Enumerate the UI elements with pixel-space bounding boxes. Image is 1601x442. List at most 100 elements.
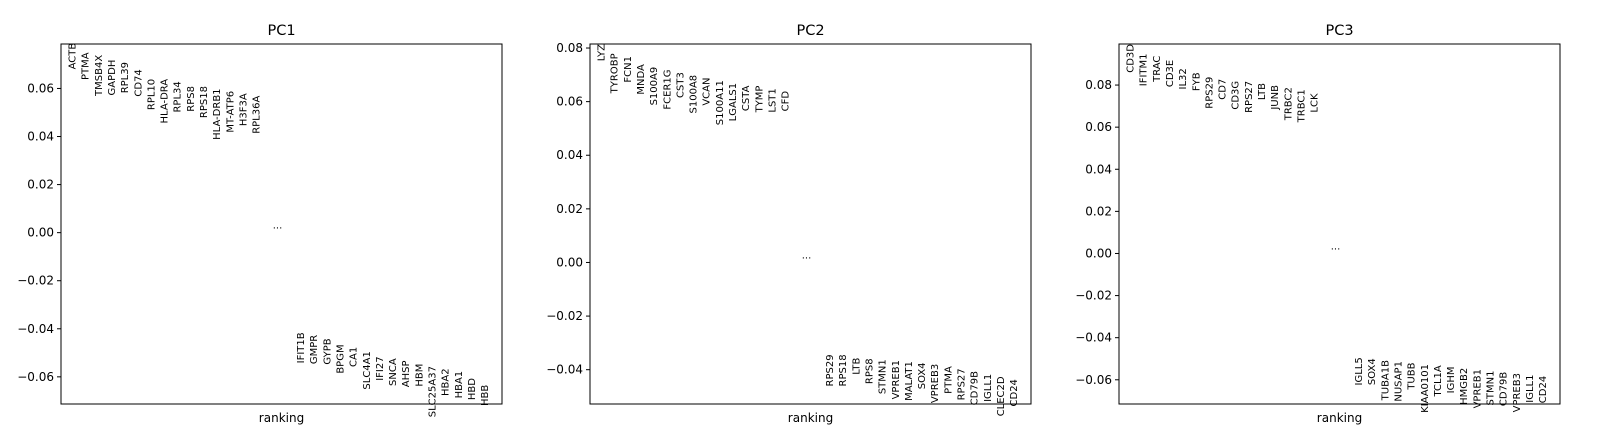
gene-label-top: RPS29: [1204, 77, 1215, 109]
gene-label-top: LTB: [1257, 83, 1268, 100]
y-tick-label: 0.04: [27, 130, 54, 144]
y-tick-label: 0.04: [1085, 162, 1112, 176]
ellipsis-marker: ...: [802, 250, 812, 261]
gene-label-bottom: CD24: [1009, 379, 1020, 406]
gene-label-bottom: STMN1: [1486, 371, 1497, 406]
x-axis-label: ranking: [788, 411, 833, 425]
gene-label-bottom: STMN1: [878, 359, 889, 394]
gene-label-bottom: KIAA0101: [1420, 364, 1431, 413]
gene-label-bottom: TCL1A: [1433, 365, 1444, 397]
gene-label-bottom: VPREB3: [1512, 373, 1523, 412]
gene-label-bottom: IGHM: [1446, 367, 1457, 394]
panel-title: PC3: [1325, 23, 1353, 39]
y-tick-label: 0.08: [556, 41, 583, 55]
x-axis-label: ranking: [1317, 411, 1362, 425]
y-tick-label: 0.00: [1085, 246, 1112, 260]
gene-label-top: LST1: [767, 88, 778, 112]
gene-label-top: JUNB: [1270, 85, 1281, 111]
axes-frame: [1118, 43, 1561, 405]
gene-label-bottom: SNCA: [388, 358, 399, 386]
y-tick-label: −0.04: [1075, 331, 1112, 345]
gene-label-top: TRBC2: [1283, 87, 1294, 121]
gene-label-bottom: SLC25A37: [428, 366, 439, 417]
gene-label-bottom: TUBB: [1407, 362, 1418, 390]
gene-label-bottom: RPS29: [825, 354, 836, 386]
gene-label-top: TRAC: [1152, 56, 1163, 83]
gene-label-bottom: HBD: [467, 378, 478, 400]
y-tick-label: 0.00: [556, 255, 583, 269]
y-tick-label: −0.04: [546, 363, 583, 377]
gene-label-top: RPS18: [199, 86, 210, 118]
gene-label-bottom: TUBA1B: [1380, 360, 1391, 401]
gene-label-bottom: HBM: [414, 364, 425, 387]
gene-label-top: FCN1: [623, 56, 634, 83]
gene-label-top: CFD: [781, 91, 792, 112]
gene-label-top: CD74: [133, 69, 144, 96]
axes-frame: [589, 43, 1032, 405]
gene-label-top: IFITM1: [1139, 53, 1150, 86]
gene-label-top: PTMA: [81, 52, 92, 80]
gene-label-top: HLA-DRA: [160, 79, 171, 124]
axes-frame: [60, 43, 503, 405]
gene-label-top: S100A9: [649, 67, 660, 106]
gene-label-top: TRBC1: [1296, 89, 1307, 123]
gene-label-bottom: GMPR: [309, 335, 320, 364]
gene-label-top: HLA-DRB1: [212, 88, 223, 139]
y-tick-label: −0.06: [17, 370, 54, 384]
gene-label-top: RPL34: [173, 81, 184, 112]
gene-label-top: MNDA: [636, 64, 647, 95]
gene-label-bottom: HMGB2: [1459, 368, 1470, 405]
gene-label-top: H3F3A: [238, 93, 249, 126]
gene-label-top: CSTA: [741, 85, 752, 111]
gene-label-bottom: VPREB1: [1472, 369, 1483, 408]
gene-label-bottom: IFI27: [375, 356, 386, 380]
ellipsis-marker: ...: [1331, 241, 1341, 252]
gene-label-top: CST3: [675, 72, 686, 98]
gene-label-top: RPL39: [120, 62, 131, 93]
gene-label-top: IL32: [1178, 68, 1189, 89]
y-tick-label: −0.02: [17, 274, 54, 288]
gene-label-top: S100A8: [689, 75, 700, 114]
gene-label-top: LGALS1: [728, 83, 739, 121]
y-tick-label: 0.08: [1085, 78, 1112, 92]
panel-title: PC2: [796, 23, 824, 39]
gene-label-bottom: IFIT1B: [296, 332, 307, 363]
gene-label-bottom: AHSP: [401, 361, 412, 388]
gene-label-top: RPS8: [186, 86, 197, 112]
gene-label-bottom: HBA1: [454, 371, 465, 399]
gene-label-top: TMSB4X: [94, 55, 105, 97]
gene-label-top: TYROBP: [610, 53, 621, 94]
gene-label-top: RPL10: [146, 79, 157, 110]
gene-label-top: CD7: [1218, 79, 1229, 100]
gene-label-top: CD3G: [1231, 81, 1242, 110]
gene-label-top: CD3E: [1165, 60, 1176, 87]
gene-label-bottom: SOX4: [917, 362, 928, 389]
gene-label-top: VCAN: [702, 78, 713, 106]
gene-label-bottom: HBA2: [441, 368, 452, 396]
gene-label-top: TYMP: [754, 86, 765, 114]
gene-label-bottom: IGLL1: [983, 374, 994, 402]
gene-label-bottom: RPS27: [957, 368, 968, 400]
gene-label-bottom: IGLL5: [1354, 357, 1365, 385]
panel-title: PC1: [267, 23, 295, 39]
ellipsis-marker: ...: [273, 221, 283, 232]
gene-label-bottom: CA1: [349, 347, 360, 367]
gene-label-top: GAPDH: [107, 60, 118, 96]
gene-label-bottom: SLC4A1: [362, 351, 373, 389]
gene-label-bottom: HBB: [480, 385, 491, 406]
panel-pc3: PC3 ranking −0.06 −0.04 −0.02 0.00 0.02 0.04 0.0…: [1075, 23, 1561, 425]
gene-label-top: FCER1G: [662, 69, 673, 109]
gene-label-bottom: CD24: [1538, 376, 1549, 403]
y-tick-label: −0.02: [1075, 289, 1112, 303]
gene-label-bottom: IGLL1: [1525, 375, 1536, 403]
gene-label-bottom: GYPB: [322, 338, 333, 364]
gene-label-top: S100A11: [715, 80, 726, 125]
y-tick-label: −0.02: [546, 309, 583, 323]
gene-label-bottom: BPGM: [335, 344, 346, 373]
gene-label-bottom: MALAT1: [904, 361, 915, 401]
panel-pc1: PC1 ranking −0.06 −0.04 −0.02 0.00 0.02 0.04 0.0…: [17, 23, 503, 425]
gene-label-top: RPS27: [1244, 81, 1255, 113]
y-tick-label: 0.04: [556, 148, 583, 162]
gene-label-bottom: SOX4: [1367, 358, 1378, 385]
